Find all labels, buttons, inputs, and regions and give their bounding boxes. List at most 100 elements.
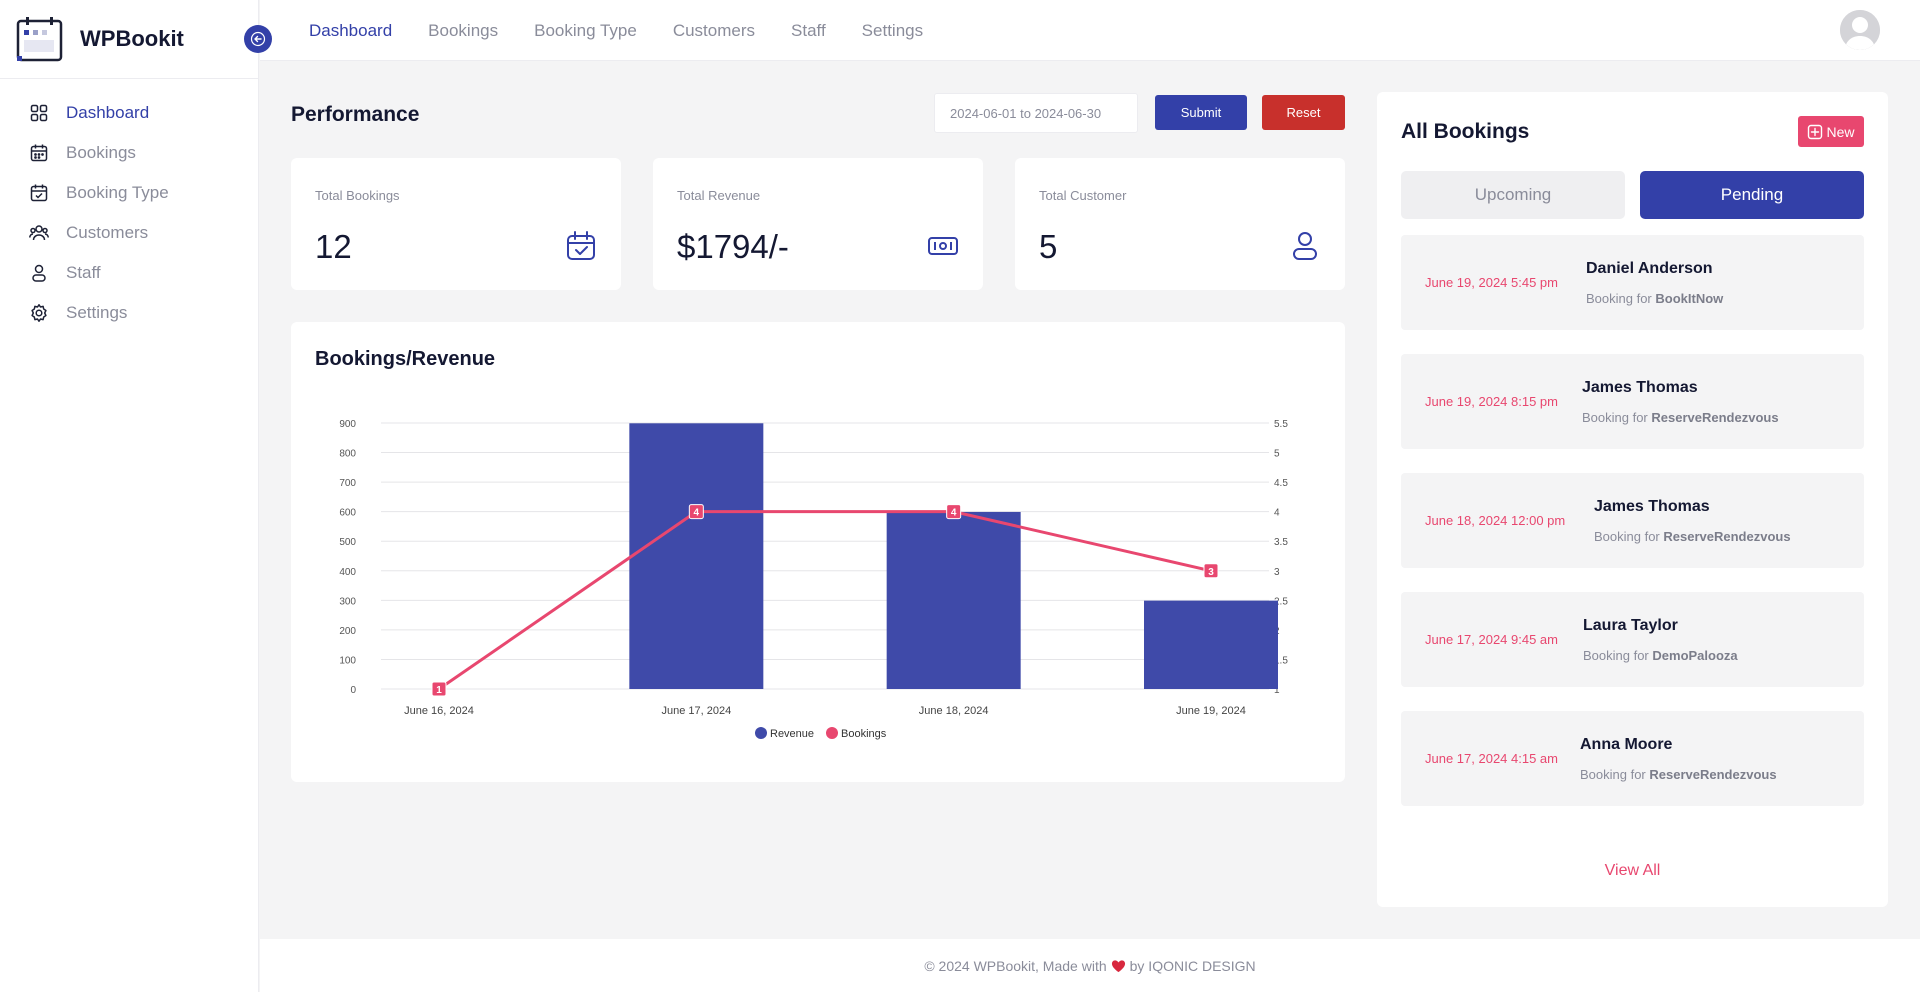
y-left-tick-label: 600 bbox=[339, 508, 356, 519]
booking-item[interactable]: June 18, 2024 12:00 pm James Thomas Book… bbox=[1401, 473, 1864, 568]
booking-service-line: Booking for ReserveRendezvous bbox=[1582, 410, 1779, 425]
submit-button[interactable]: Submit bbox=[1155, 95, 1247, 130]
sidebar-item-customers[interactable]: Customers bbox=[0, 213, 258, 253]
heart-icon bbox=[1111, 959, 1125, 972]
reset-button[interactable]: Reset bbox=[1262, 95, 1345, 130]
stat-value: 5 bbox=[1039, 228, 1058, 265]
booking-for-prefix: Booking for bbox=[1580, 767, 1646, 782]
calendar-check-icon bbox=[567, 231, 595, 260]
brand: WPBookit bbox=[0, 0, 258, 79]
booking-for-prefix: Booking for bbox=[1594, 529, 1660, 544]
collapse-sidebar-button[interactable] bbox=[244, 25, 272, 53]
sidebar-nav: Dashboard Bookings Booking Type Customer… bbox=[0, 79, 258, 333]
users-icon bbox=[29, 225, 49, 241]
bookings-data-label: 4 bbox=[694, 508, 700, 519]
booking-customer-name: Anna Moore bbox=[1580, 736, 1673, 753]
tab-dashboard[interactable]: Dashboard bbox=[309, 20, 393, 40]
y-left-tick-label: 100 bbox=[339, 655, 356, 666]
revenue-bar bbox=[1144, 600, 1278, 689]
bookings-data-label-bg bbox=[1203, 563, 1219, 579]
y-left-tick-label: 500 bbox=[339, 537, 356, 548]
sidebar-item-staff[interactable]: Staff bbox=[0, 253, 258, 293]
x-tick-label: June 17, 2024 bbox=[661, 705, 731, 717]
y-right-tick-label: 5 bbox=[1274, 449, 1280, 460]
revenue-bar bbox=[886, 511, 1021, 689]
revenue-bar bbox=[629, 423, 764, 689]
plus-square-icon bbox=[1808, 124, 1823, 139]
booking-service-name: BookItNow bbox=[1655, 291, 1724, 306]
bookings-line bbox=[438, 510, 1212, 691]
tab-customers[interactable]: Customers bbox=[672, 20, 756, 40]
sidebar-item-booking-type[interactable]: Booking Type bbox=[0, 173, 258, 213]
y-left-tick-label: 200 bbox=[339, 626, 356, 637]
y-left-tick-label: 900 bbox=[339, 419, 356, 430]
booking-item[interactable]: June 17, 2024 9:45 am Laura Taylor Booki… bbox=[1401, 592, 1864, 687]
bookings-revenue-chart-card: Bookings/Revenue 0 100 200 300 400 500 600 700 8… bbox=[291, 322, 1345, 782]
user-icon bbox=[32, 264, 46, 282]
avatar-placeholder-icon bbox=[1840, 10, 1880, 50]
bookings-data-label-bg bbox=[688, 504, 704, 520]
calendar-check-icon bbox=[30, 184, 48, 202]
bookings-revenue-chart: 010020030040050060070080090011.522.533.5… bbox=[339, 419, 1288, 740]
stat-card-total-customer: Total Customer 5 bbox=[1015, 158, 1345, 290]
sidebar-item-settings[interactable]: Settings bbox=[0, 293, 258, 333]
booking-service-line: Booking for BookItNow bbox=[1586, 291, 1723, 306]
sidebar-item-label: Staff bbox=[66, 263, 101, 282]
footer-text-suffix: by IQONIC DESIGN bbox=[1129, 957, 1256, 974]
brand-logo-icon bbox=[16, 17, 63, 62]
sidebar: WPBookit Dashboard Bookings bbox=[0, 0, 272, 992]
legend-revenue-label: Revenue bbox=[770, 728, 814, 740]
y-right-tick-label: 4 bbox=[1274, 508, 1280, 519]
booking-for-prefix: Booking for bbox=[1582, 410, 1648, 425]
gear-icon bbox=[31, 304, 47, 322]
legend-bookings-swatch bbox=[826, 727, 838, 739]
y-left-tick-label: 0 bbox=[350, 685, 356, 696]
sidebar-item-dashboard[interactable]: Dashboard bbox=[0, 93, 258, 133]
sidebar-item-label: Bookings bbox=[66, 143, 136, 162]
booking-service-name: ReserveRendezvous bbox=[1649, 767, 1777, 782]
booking-customer-name: James Thomas bbox=[1594, 498, 1710, 515]
brand-name: WPBookit bbox=[80, 26, 184, 51]
top-nav-bar: Dashboard Bookings Booking Type Customer… bbox=[260, 0, 1920, 61]
stat-value: 12 bbox=[315, 228, 352, 265]
booking-for-prefix: Booking for bbox=[1583, 648, 1649, 663]
view-all-link[interactable]: View All bbox=[1604, 862, 1661, 879]
tab-booking-type[interactable]: Booking Type bbox=[534, 20, 637, 40]
dashboard-grid-icon bbox=[30, 104, 48, 122]
stat-label: Total Customer bbox=[1039, 188, 1127, 203]
booking-customer-name: Laura Taylor bbox=[1583, 617, 1678, 634]
tab-upcoming[interactable]: Upcoming bbox=[1401, 171, 1625, 219]
y-left-tick-label: 400 bbox=[339, 567, 356, 578]
booking-item[interactable]: June 19, 2024 5:45 pm Daniel Anderson Bo… bbox=[1401, 235, 1864, 330]
x-tick-label: June 16, 2024 bbox=[404, 705, 474, 717]
y-right-tick-label: 5.5 bbox=[1274, 419, 1288, 430]
user-avatar[interactable] bbox=[1840, 10, 1880, 50]
tab-settings[interactable]: Settings bbox=[861, 20, 924, 40]
tab-staff[interactable]: Staff bbox=[791, 20, 826, 40]
tab-pending[interactable]: Pending bbox=[1640, 171, 1864, 219]
booking-for-prefix: Booking for bbox=[1586, 291, 1652, 306]
booking-date: June 18, 2024 12:00 pm bbox=[1425, 513, 1566, 528]
date-range-input[interactable] bbox=[934, 93, 1138, 133]
booking-service-line: Booking for ReserveRendezvous bbox=[1580, 767, 1777, 782]
sidebar-item-bookings[interactable]: Bookings bbox=[0, 133, 258, 173]
booking-service-line: Booking for DemoPalooza bbox=[1583, 648, 1738, 663]
x-tick-label: June 18, 2024 bbox=[919, 705, 989, 717]
booking-service-name: ReserveRendezvous bbox=[1651, 410, 1779, 425]
legend-bookings-label: Bookings bbox=[841, 728, 887, 740]
tab-bookings[interactable]: Bookings bbox=[428, 20, 499, 40]
new-booking-button[interactable]: New bbox=[1798, 116, 1864, 147]
booking-service-name: DemoPalooza bbox=[1652, 648, 1738, 663]
top-nav-tabs: Dashboard Bookings Booking Type Customer… bbox=[309, 0, 959, 61]
sidebar-item-label: Settings bbox=[66, 303, 128, 322]
all-bookings-title: All Bookings bbox=[1401, 120, 1530, 143]
bookings-data-label: 4 bbox=[951, 508, 957, 519]
booking-service-line: Booking for ReserveRendezvous bbox=[1594, 529, 1791, 544]
footer-text-prefix: © 2024 WPBookit, Made with bbox=[924, 957, 1107, 974]
stat-label: Total Revenue bbox=[677, 188, 761, 203]
new-booking-label: New bbox=[1826, 123, 1855, 140]
booking-date: June 17, 2024 9:45 am bbox=[1425, 632, 1558, 647]
booking-item[interactable]: June 17, 2024 4:15 am Anna Moore Booking… bbox=[1401, 711, 1864, 806]
booking-item[interactable]: June 19, 2024 8:15 pm James Thomas Booki… bbox=[1401, 354, 1864, 449]
y-right-tick-label: 3.5 bbox=[1274, 537, 1288, 548]
